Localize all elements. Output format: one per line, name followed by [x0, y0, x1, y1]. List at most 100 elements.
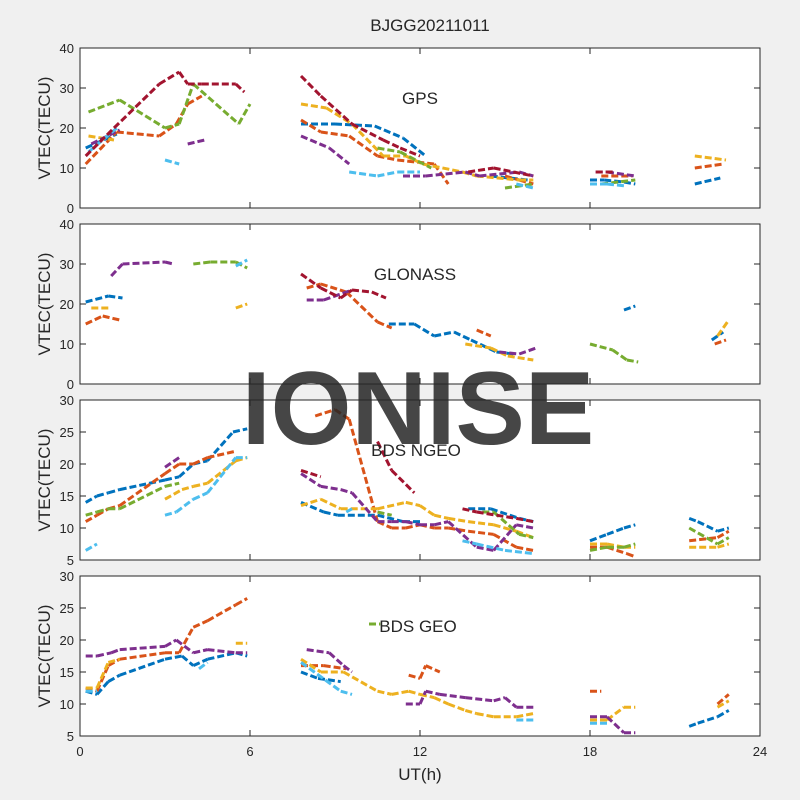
- series-2-segment: [476, 712, 494, 719]
- series-3-segment: [476, 545, 494, 552]
- series-0-segment: [85, 294, 109, 304]
- series-5-segment: [462, 539, 478, 546]
- series-6-segment: [234, 82, 246, 94]
- series-6-segment: [112, 82, 161, 130]
- series-2-segment: [107, 657, 121, 664]
- series-1-segment: [323, 664, 347, 671]
- series-6-segment: [300, 468, 322, 479]
- series-5-segment: [504, 548, 534, 556]
- series-1-segment: [476, 328, 492, 338]
- x-axis-label: UT(h): [398, 765, 441, 784]
- series-1-segment: [345, 290, 379, 324]
- series-2-segment: [405, 500, 421, 508]
- series-4-segment: [235, 260, 248, 270]
- series-0-segment: [108, 294, 123, 300]
- y-tick-label: 5: [67, 729, 74, 744]
- series-2-segment: [433, 513, 449, 520]
- series-2-segment: [448, 516, 469, 524]
- series-1-segment: [347, 418, 379, 522]
- series-4-segment: [85, 510, 98, 517]
- series-1-segment: [235, 597, 248, 607]
- y-axis-label: VTEC(TECU): [35, 605, 54, 708]
- series-0-segment: [119, 657, 166, 677]
- series-0-segment: [433, 330, 455, 338]
- series-0-segment: [697, 520, 719, 533]
- panel-label: GPS: [402, 89, 438, 108]
- series-2-segment: [320, 497, 342, 511]
- series-5-segment: [206, 456, 237, 494]
- series-4-segment: [192, 82, 240, 126]
- series-2-segment: [694, 154, 727, 162]
- series-3-segment: [164, 260, 174, 266]
- series-6-segment: [493, 166, 534, 178]
- series-6-segment: [158, 70, 180, 86]
- series-0-segment: [589, 532, 608, 543]
- series-2-segment: [192, 481, 208, 488]
- series-2-segment: [516, 712, 534, 719]
- series-1-segment: [714, 338, 727, 346]
- series-4-segment: [611, 348, 628, 362]
- series-3-segment: [499, 350, 520, 356]
- series-2-segment: [300, 497, 322, 508]
- series-3-segment: [110, 648, 121, 655]
- series-4-segment: [118, 98, 166, 130]
- series-6-segment: [339, 288, 353, 300]
- x-tick-label: 12: [413, 744, 427, 759]
- y-tick-label: 30: [60, 393, 74, 408]
- series-0-segment: [688, 516, 699, 524]
- y-tick-label: 15: [60, 665, 74, 680]
- series-6-segment: [299, 74, 322, 98]
- series-1-segment: [118, 472, 166, 507]
- panel-label: GLONASS: [374, 265, 456, 284]
- series-1-segment: [334, 408, 351, 421]
- series-1-segment: [192, 619, 209, 629]
- series-3-segment: [350, 491, 379, 523]
- series-6-segment: [390, 469, 416, 494]
- watermark: IONISE: [242, 351, 595, 467]
- panel-bds-ngeo: 5 10 15 20 25 30 VTEC(TECU) BDS NGEO: [35, 393, 761, 568]
- y-tick-label: 20: [60, 457, 74, 472]
- series-6-segment: [467, 166, 494, 174]
- series-6-segment: [319, 94, 354, 126]
- series-2-segment: [716, 319, 731, 337]
- series-1-segment: [418, 664, 428, 680]
- series-3-segment: [418, 690, 428, 705]
- series-3-segment: [425, 689, 441, 696]
- series-4-segment: [623, 542, 636, 549]
- series-0-segment: [300, 670, 319, 680]
- figure-title: BJGG20211011: [370, 16, 489, 35]
- series-1-segment: [408, 673, 421, 680]
- series-1-segment: [164, 462, 181, 475]
- y-tick-label: 20: [60, 121, 74, 136]
- series-4-segment: [589, 545, 608, 552]
- series-1-segment: [119, 651, 166, 661]
- series-1-segment: [492, 533, 518, 549]
- series-0-segment: [490, 507, 520, 520]
- series-4-segment: [518, 532, 534, 540]
- series-1-segment: [716, 693, 730, 706]
- series-4-segment: [237, 103, 252, 125]
- series-3-segment: [340, 488, 353, 495]
- series-1-segment: [186, 94, 203, 106]
- panel-label: BDS GEO: [379, 617, 456, 636]
- series-0-segment: [192, 657, 209, 667]
- series-0-segment: [207, 651, 237, 661]
- series-2-segment: [476, 174, 520, 182]
- series-0-segment: [604, 178, 625, 184]
- series-3-segment: [119, 644, 166, 652]
- series-6-segment: [476, 510, 517, 520]
- series-6-segment: [320, 286, 342, 300]
- y-tick-label: 10: [60, 697, 74, 712]
- series-2-segment: [377, 689, 393, 696]
- series-5-segment: [164, 510, 177, 517]
- series-0-segment: [402, 136, 427, 158]
- series-4-segment: [399, 150, 432, 170]
- series-3-segment: [518, 346, 537, 356]
- y-tick-label: 25: [60, 425, 74, 440]
- series-2-segment: [468, 520, 494, 527]
- series-0-segment: [688, 721, 699, 728]
- series-2-segment: [716, 699, 730, 709]
- series-1-segment: [468, 529, 494, 536]
- y-axis-label: VTEC(TECU): [35, 253, 54, 356]
- series-1-segment: [85, 314, 104, 326]
